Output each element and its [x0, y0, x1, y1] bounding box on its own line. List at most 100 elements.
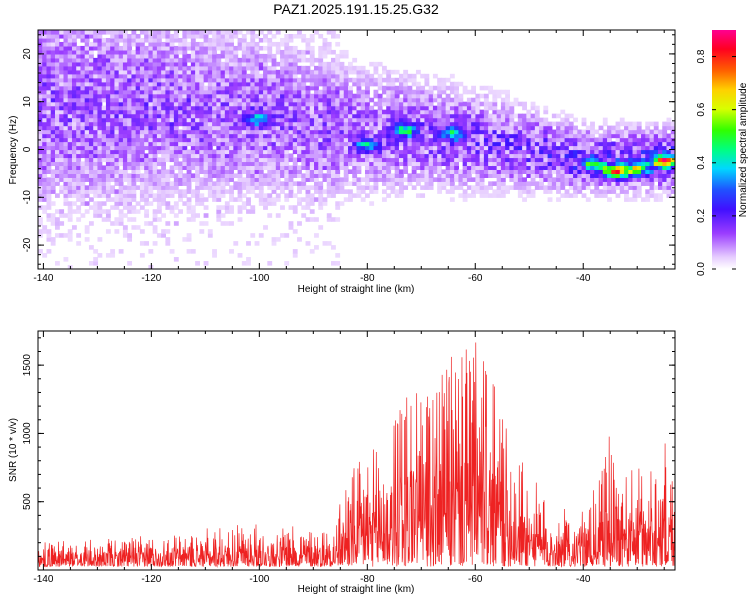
heatmap-cell: [80, 189, 85, 194]
heatmap-cell: [335, 142, 340, 147]
heatmap-cell: [637, 122, 642, 127]
heatmap-cell: [475, 185, 480, 190]
heatmap-cell: [208, 130, 213, 135]
heatmap-cell: [72, 126, 77, 131]
heatmap-cell: [497, 142, 502, 147]
heatmap-cell: [565, 169, 570, 174]
heatmap-cell: [46, 66, 51, 71]
heatmap-cell: [161, 70, 166, 75]
heatmap-cell: [182, 106, 187, 111]
heatmap-cell: [522, 130, 527, 135]
heatmap-cell: [140, 130, 145, 135]
heatmap-cell: [42, 118, 47, 123]
heatmap-cell: [314, 86, 319, 91]
heatmap-cell: [390, 78, 395, 83]
heatmap-cell: [242, 138, 247, 143]
heatmap-cell: [484, 118, 489, 123]
heatmap-cell: [51, 74, 56, 79]
heatmap-cell: [429, 122, 434, 127]
heatmap-cell: [165, 42, 170, 47]
heatmap-cell: [216, 118, 221, 123]
heatmap-cell: [42, 150, 47, 155]
heatmap-cell: [365, 134, 370, 139]
heatmap-cell: [284, 146, 289, 151]
heatmap-cell: [208, 150, 213, 155]
heatmap-cell: [289, 130, 294, 135]
heatmap-cell: [59, 221, 64, 226]
heatmap-cell: [301, 205, 306, 210]
heatmap-cell: [560, 134, 565, 139]
heatmap-cell: [314, 70, 319, 75]
heatmap-cell: [403, 70, 408, 75]
heatmap-cell: [144, 90, 149, 95]
heatmap-cell: [603, 169, 608, 174]
heatmap-cell: [348, 98, 353, 103]
heatmap-cell: [148, 82, 153, 87]
heatmap-cell: [509, 118, 514, 123]
heatmap-cell: [55, 30, 60, 35]
heatmap-cell: [344, 189, 349, 194]
heatmap-cell: [599, 138, 604, 143]
heatmap-cell: [471, 102, 476, 107]
heatmap-cell: [441, 106, 446, 111]
heatmap-cell: [480, 173, 485, 178]
heatmap-cell: [390, 161, 395, 166]
heatmap-cell: [123, 38, 128, 43]
heatmap-cell: [361, 114, 366, 119]
heatmap-cell: [633, 189, 638, 194]
heatmap-cell: [361, 66, 366, 71]
heatmap-cell: [165, 50, 170, 55]
heatmap-cell: [340, 189, 345, 194]
heatmap-cell: [340, 86, 345, 91]
heatmap-cell: [182, 138, 187, 143]
heatmap-cell: [89, 185, 94, 190]
heatmap-cell: [289, 98, 294, 103]
heatmap-cell: [238, 134, 243, 139]
heatmap-cell: [259, 173, 264, 178]
heatmap-cell: [297, 106, 302, 111]
heatmap-cell: [216, 138, 221, 143]
heatmap-cell: [153, 173, 158, 178]
heatmap-cell: [136, 122, 141, 127]
heatmap-cell: [119, 98, 124, 103]
heatmap-cell: [301, 185, 306, 190]
heatmap-cell: [552, 114, 557, 119]
heatmap-cell: [297, 94, 302, 99]
heatmap-cell: [72, 62, 77, 67]
heatmap-cell: [361, 150, 366, 155]
heatmap-cell: [59, 86, 64, 91]
heatmap-cell: [301, 82, 306, 87]
heatmap-cell: [344, 173, 349, 178]
heatmap-cell: [80, 122, 85, 127]
heatmap-cell: [233, 58, 238, 63]
heatmap-cell: [136, 58, 141, 63]
heatmap-cell: [272, 34, 277, 39]
heatmap-cell: [395, 86, 400, 91]
heatmap-cell: [238, 74, 243, 79]
heatmap-cell: [424, 146, 429, 151]
heatmap-cell: [306, 78, 311, 83]
heatmap-cell: [318, 98, 323, 103]
heatmap-cell: [157, 197, 162, 202]
heatmap-cell: [318, 205, 323, 210]
heatmap-cell: [582, 150, 587, 155]
heatmap-cell: [284, 261, 289, 266]
heatmap-cell: [119, 169, 124, 174]
heatmap-cell: [658, 146, 663, 151]
heatmap-cell: [267, 70, 272, 75]
heatmap-cell: [153, 46, 158, 51]
heatmap-cell: [85, 134, 90, 139]
heatmap-cell: [106, 126, 111, 131]
heatmap-cell: [55, 42, 60, 47]
heatmap-cell: [624, 189, 629, 194]
heatmap-cell: [195, 185, 200, 190]
heatmap-cell: [624, 138, 629, 143]
heatmap-cell: [624, 150, 629, 155]
heatmap-cell: [416, 118, 421, 123]
heatmap-cell: [509, 110, 514, 115]
heatmap-cell: [68, 205, 73, 210]
heatmap-cell: [335, 90, 340, 95]
heatmap-cell: [484, 110, 489, 115]
heatmap-cell: [297, 142, 302, 147]
heatmap-cell: [301, 118, 306, 123]
